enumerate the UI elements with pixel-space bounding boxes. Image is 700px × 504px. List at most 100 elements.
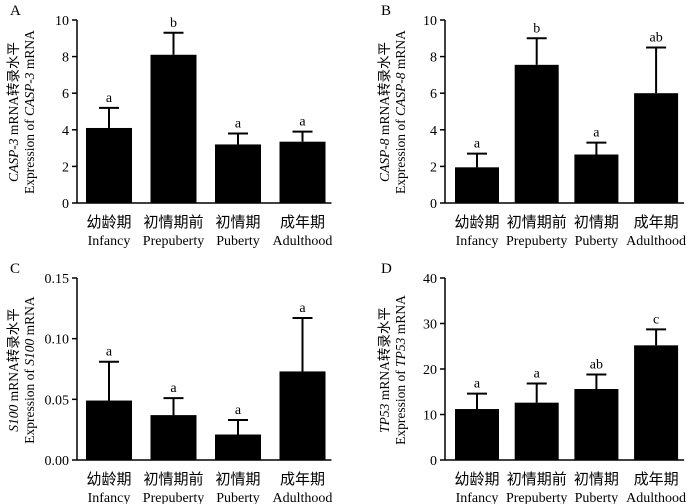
y-tick-label: 0.15 bbox=[45, 272, 70, 287]
y-tick-label: 4 bbox=[430, 124, 437, 139]
y-axis-title-gene: S100 bbox=[6, 404, 21, 431]
y-axis-title-line1: mRNA转录水平 bbox=[377, 42, 392, 138]
bar bbox=[279, 141, 326, 203]
significance-label: a bbox=[106, 91, 113, 106]
bar bbox=[279, 371, 326, 460]
x-tick-label-en: Puberty bbox=[216, 491, 260, 504]
x-tick-label-en: Adulthood bbox=[273, 491, 333, 504]
bar bbox=[86, 127, 132, 203]
x-tick-label-cn: 初情期 bbox=[574, 214, 619, 231]
x-tick-label-en: Prepuberty bbox=[506, 234, 567, 249]
significance-label: a bbox=[474, 377, 481, 392]
panel-b: B 0 2 4 6 8 10 CASP-8 mRNA转录水平Expression of CAS… bbox=[377, 3, 686, 249]
x-tick-label-en: Puberty bbox=[575, 234, 619, 249]
y-tick-label: 10 bbox=[423, 409, 437, 424]
x-tick-label-cn: 成年期 bbox=[634, 214, 679, 231]
y-axis-title-line2: mRNA bbox=[22, 296, 37, 339]
bar bbox=[514, 402, 559, 460]
x-tick-label-cn: 成年期 bbox=[280, 214, 325, 231]
bar bbox=[634, 345, 679, 460]
x-tick-label-cn: 幼龄期 bbox=[86, 214, 131, 231]
y-tick-label: 0 bbox=[430, 197, 437, 212]
y-tick-label: 10 bbox=[55, 14, 69, 29]
significance-label: c bbox=[653, 312, 659, 327]
y-axis-title-gene: CASP-3 bbox=[22, 72, 37, 116]
y-axis-title-line2: mRNA bbox=[22, 30, 37, 73]
y-axis-title-line1: mRNA转录水平 bbox=[6, 42, 21, 138]
significance-label: b bbox=[170, 16, 177, 31]
y-axis-title: CASP-3 mRNA转录水平Expression of CASP-3 mRNA bbox=[6, 30, 37, 194]
x-tick-label-cn: 初情期 bbox=[215, 214, 260, 231]
y-axis-title-line2: mRNA bbox=[393, 30, 408, 73]
y-axis-title-gene: S100 bbox=[22, 338, 37, 365]
x-tick-label-en: Infancy bbox=[456, 234, 499, 249]
significance-label: a bbox=[474, 137, 481, 152]
y-axis-title: S100 mRNA转录水平Expression of S100 mRNA bbox=[6, 296, 37, 444]
x-tick-label-cn: 幼龄期 bbox=[454, 471, 499, 488]
x-tick-label-cn: 初情期前 bbox=[507, 471, 567, 488]
bar bbox=[514, 64, 559, 204]
panel-a: A 0 2 4 6 8 10 CASP-3 mRNA转录水平Expression of CAS… bbox=[6, 3, 332, 249]
bar bbox=[150, 54, 197, 203]
panel-letter: A bbox=[10, 3, 21, 19]
y-axis-title-gene: TP53 bbox=[377, 403, 392, 433]
x-tick-label-cn: 幼龄期 bbox=[454, 214, 499, 231]
y-tick-label: 20 bbox=[423, 363, 437, 378]
y-tick-label: 10 bbox=[423, 14, 437, 29]
y-tick-label: 6 bbox=[430, 87, 437, 102]
y-axis-title-line2: Expression of bbox=[22, 116, 37, 194]
y-axis-title-gene: TP53 bbox=[393, 337, 408, 367]
y-axis-title-line2: Expression of bbox=[393, 116, 408, 194]
significance-label: a bbox=[106, 345, 113, 360]
x-tick-label-en: Adulthood bbox=[626, 491, 686, 504]
significance-label: a bbox=[534, 367, 541, 382]
bar bbox=[150, 415, 197, 460]
bar bbox=[86, 400, 132, 460]
y-tick-label: 30 bbox=[423, 318, 437, 333]
significance-label: ab bbox=[649, 30, 662, 45]
y-axis-title-line1: mRNA转录水平 bbox=[377, 307, 392, 403]
y-tick-label: 0.05 bbox=[45, 393, 70, 408]
x-tick-label-en: Prepuberty bbox=[506, 491, 567, 504]
significance-label: a bbox=[235, 403, 242, 418]
y-axis-title: TP53 mRNA转录水平Expression of TP53 mRNA bbox=[377, 295, 408, 445]
y-axis-title: CASP-8 mRNA转录水平Expression of CASP-8 mRNA bbox=[377, 30, 408, 194]
y-tick-label: 2 bbox=[430, 160, 437, 175]
y-tick-label: 40 bbox=[423, 272, 437, 287]
bar bbox=[574, 389, 619, 460]
y-axis-title-line2: Expression of bbox=[393, 367, 408, 445]
y-axis-title-line1: mRNA转录水平 bbox=[6, 308, 21, 404]
panel-d: D 0 10 20 30 40 TP53 mRNA转录水平Expression of TP5… bbox=[377, 261, 686, 504]
x-tick-label-en: Prepuberty bbox=[143, 234, 204, 249]
bar bbox=[215, 434, 261, 460]
y-tick-label: 4 bbox=[62, 124, 69, 139]
y-tick-label: 2 bbox=[62, 160, 69, 175]
bar bbox=[455, 167, 499, 203]
x-tick-label-cn: 初情期 bbox=[215, 471, 260, 488]
x-tick-label-cn: 成年期 bbox=[634, 471, 679, 488]
y-axis-title-line2: Expression of bbox=[22, 366, 37, 444]
x-tick-label-cn: 幼龄期 bbox=[86, 471, 131, 488]
panel-letter: D bbox=[381, 261, 392, 277]
significance-label: a bbox=[593, 126, 600, 141]
significance-label: a bbox=[299, 115, 306, 130]
bar bbox=[634, 93, 679, 203]
x-tick-label-en: Infancy bbox=[88, 491, 131, 504]
x-tick-label-cn: 成年期 bbox=[280, 471, 325, 488]
y-axis-title-gene: CASP-3 bbox=[6, 138, 21, 182]
x-tick-label-cn: 初情期前 bbox=[143, 471, 203, 488]
bar bbox=[455, 409, 499, 460]
y-axis-title-gene: CASP-8 bbox=[377, 138, 392, 182]
x-tick-label-en: Puberty bbox=[216, 234, 260, 249]
panel-c: C 0.00 0.05 0.10 0.15 S100 mRNA转录水平Expression… bbox=[6, 261, 332, 504]
y-tick-label: 0 bbox=[430, 454, 437, 469]
bar bbox=[215, 144, 261, 203]
x-tick-label-en: Infancy bbox=[456, 491, 499, 504]
panel-letter: B bbox=[381, 3, 391, 19]
panel-letter: C bbox=[10, 261, 20, 277]
x-tick-label-cn: 初情期前 bbox=[507, 214, 567, 231]
x-tick-label-cn: 初情期 bbox=[574, 471, 619, 488]
significance-label: ab bbox=[590, 357, 603, 372]
y-tick-label: 0.00 bbox=[45, 454, 70, 469]
significance-label: b bbox=[533, 21, 540, 36]
